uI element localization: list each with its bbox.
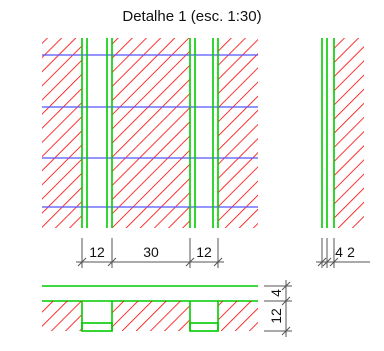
dim-side-b: 2 (347, 244, 355, 260)
front-elevation: 12 30 12 (42, 38, 258, 268)
side-view: 4 2 (316, 38, 370, 268)
section-block-right (218, 301, 258, 331)
front-dimension-line (76, 238, 224, 268)
dim-section-top: 4 (268, 289, 284, 297)
side-wall-block (334, 38, 364, 228)
section-block-middle (112, 301, 190, 331)
dim-section-depth: 12 (268, 308, 284, 324)
side-panel-edges (321, 38, 335, 228)
course-lines (42, 54, 258, 208)
dim-side-a: 4 (335, 244, 343, 260)
wall-block-middle (112, 38, 190, 228)
wall-block-left (42, 38, 82, 228)
section-view: 4 12 (42, 280, 292, 337)
side-dimension-line (316, 238, 370, 268)
wall-block-right (218, 38, 258, 228)
section-dimension-line (264, 280, 292, 337)
section-block-left (42, 301, 82, 331)
section-edges (81, 301, 219, 332)
dim-middle: 30 (143, 244, 159, 260)
dim-left-gap: 12 (89, 244, 105, 260)
dim-right-gap: 12 (196, 244, 212, 260)
panel-edges (81, 38, 219, 228)
drawing-title: Detalhe 1 (esc. 1:30) (122, 8, 262, 25)
